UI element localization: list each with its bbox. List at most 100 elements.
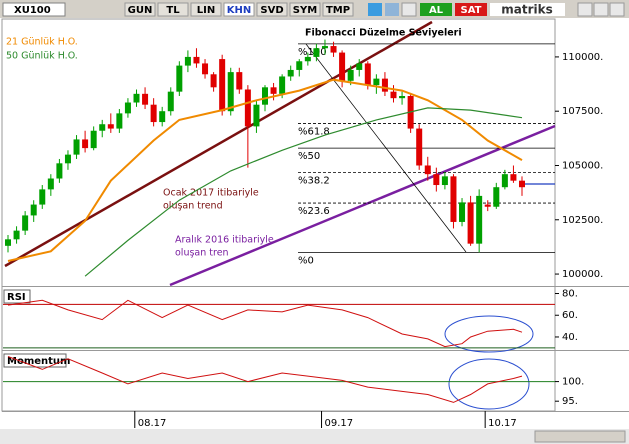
- fibonacci-title: Fibonacci Düzelme Seviyeleri: [305, 28, 462, 39]
- candle-body: [287, 69, 294, 77]
- toolbar-button-label: SVD: [260, 5, 283, 16]
- candle-body: [184, 56, 191, 66]
- toolbar-button-label: TMP: [326, 5, 350, 16]
- candle-body: [82, 139, 89, 149]
- candle-body: [39, 189, 46, 205]
- buy-label: AL: [429, 5, 444, 16]
- symbol-box[interactable]: [2, 2, 66, 17]
- candle-body: [107, 124, 114, 129]
- candle-body: [22, 215, 29, 231]
- candle-body: [381, 78, 388, 92]
- candle-body: [450, 176, 457, 222]
- toolbar-button[interactable]: [223, 2, 255, 17]
- y-tick-label: 60.: [562, 310, 578, 321]
- x-tick-label: 09.17: [325, 418, 354, 429]
- candle-body: [5, 239, 11, 246]
- candle-body: [176, 65, 183, 92]
- close-button[interactable]: [609, 2, 625, 17]
- x-tick-label: 10.17: [488, 418, 517, 429]
- candle-body: [441, 176, 448, 186]
- fibonacci-label: %50: [298, 151, 320, 162]
- toolbar-button-label: LIN: [197, 5, 215, 16]
- candle-body: [373, 78, 380, 86]
- button-group: GUN TL LIN KHN SVD SYM TMP: [124, 2, 354, 17]
- candle-body: [321, 46, 328, 49]
- candle-body: [124, 102, 131, 114]
- y-tick-label: 40.: [562, 332, 578, 343]
- symbol: XU100: [14, 5, 51, 16]
- candle-body: [459, 202, 466, 222]
- candle-body: [484, 204, 491, 207]
- candle-body: [416, 128, 423, 166]
- candle-body: [476, 195, 483, 244]
- candle-body: [399, 96, 406, 99]
- candle-body: [270, 87, 277, 94]
- candle-body: [202, 63, 209, 75]
- candle-body: [339, 52, 346, 81]
- candle-body: [493, 187, 500, 207]
- candle-body: [13, 230, 20, 240]
- candle-body: [262, 87, 268, 105]
- candle-body: [99, 124, 106, 131]
- toolbar-button[interactable]: [289, 2, 321, 17]
- candle-body: [56, 163, 63, 179]
- candle-body: [159, 111, 166, 123]
- legend-ma21: 21 Günlük H.O.: [6, 37, 78, 48]
- candle-body: [433, 174, 440, 186]
- brand: matriks: [501, 3, 553, 17]
- toolbar-button[interactable]: [256, 2, 288, 17]
- candle-body: [304, 56, 311, 62]
- minimize-button[interactable]: [577, 2, 593, 17]
- candle-body: [90, 130, 97, 149]
- mail-icon[interactable]: [385, 3, 399, 16]
- moving-average: [7, 78, 523, 262]
- annotation: oluşan tren: [175, 248, 229, 259]
- candle-body: [364, 63, 371, 86]
- annotation: Ocak 2017 itibariyle: [163, 188, 259, 199]
- y-tick-label: 102500.: [562, 215, 603, 226]
- candle-body: [296, 61, 303, 70]
- candle-body: [510, 174, 517, 181]
- annotation: oluşan trend: [163, 201, 223, 212]
- candle-body: [330, 46, 337, 53]
- candle-body: [279, 76, 286, 94]
- toolbar-button[interactable]: [190, 2, 222, 17]
- candle-body: [73, 139, 80, 155]
- candle-body: [253, 104, 260, 127]
- panel-label: RSI: [7, 292, 26, 303]
- toolbar-button[interactable]: [322, 2, 354, 17]
- toolbar-button-label: KHN: [227, 5, 252, 16]
- toolbar-button-label: GUN: [128, 5, 153, 16]
- buy-button[interactable]: [420, 3, 452, 16]
- indicator-line: [7, 356, 523, 403]
- help-icon[interactable]: [401, 2, 417, 17]
- trend-line-2017: [4, 20, 433, 268]
- y-tick-label: 80.: [562, 289, 578, 300]
- candle-body: [193, 56, 200, 64]
- maximize-button[interactable]: [593, 2, 609, 17]
- legend-ma50: 50 Günlük H.O.: [6, 51, 78, 62]
- candle-body: [244, 89, 251, 127]
- y-tick-label: 100.: [562, 377, 584, 388]
- panel-label-box: [3, 289, 31, 304]
- twitter-icon[interactable]: [368, 3, 382, 16]
- sell-button[interactable]: [455, 3, 487, 16]
- toolbar-button[interactable]: [157, 2, 189, 17]
- scroll-controls[interactable]: [534, 430, 626, 443]
- candle-body: [356, 63, 363, 70]
- candle-body: [467, 202, 474, 244]
- candle-body: [313, 48, 320, 57]
- scrollbar[interactable]: [0, 429, 629, 444]
- indicator-line: [7, 299, 523, 348]
- trend-line-2016: [169, 124, 556, 287]
- toolbar-button-label: TL: [166, 5, 180, 16]
- fibonacci-label: %0: [298, 255, 314, 266]
- toolbar-button[interactable]: [124, 2, 156, 17]
- panel-label: Momentum: [7, 356, 70, 367]
- fibonacci-label: %61.8: [298, 127, 330, 138]
- candle-body: [142, 93, 149, 105]
- candle-body: [519, 180, 525, 188]
- candle-body: [227, 72, 234, 112]
- candle-body: [236, 72, 243, 90]
